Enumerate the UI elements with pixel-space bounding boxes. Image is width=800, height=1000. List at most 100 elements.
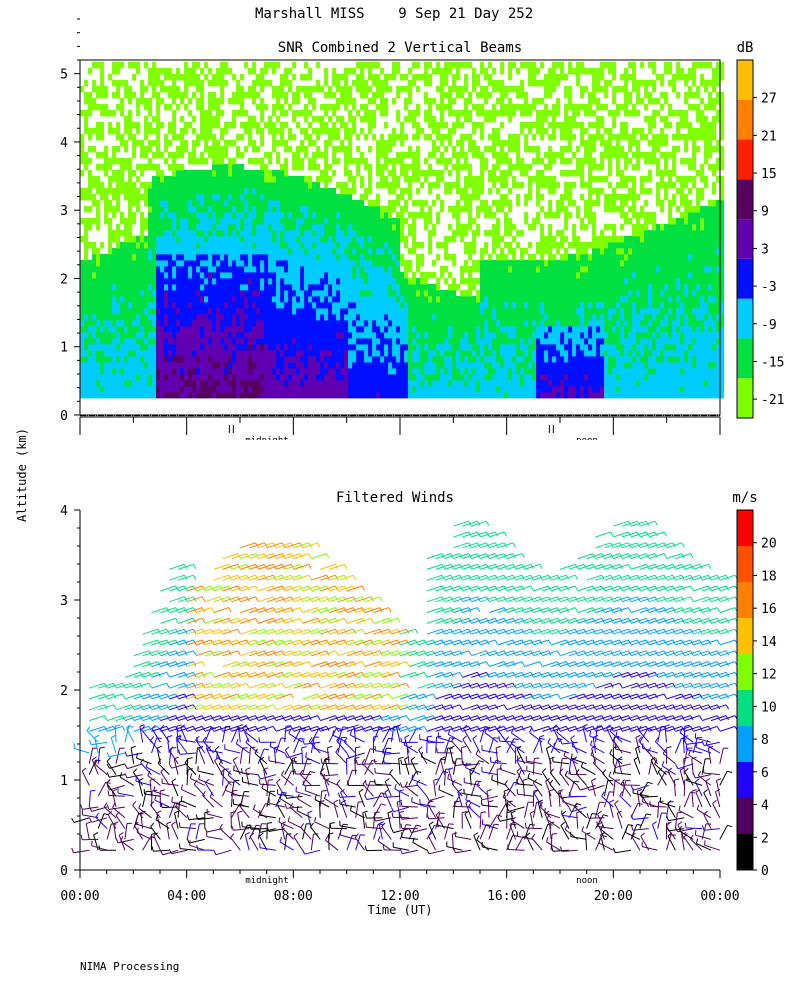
snr-cell bbox=[500, 121, 504, 129]
snr-cell bbox=[412, 79, 416, 87]
snr-cell bbox=[452, 307, 456, 315]
snr-cell bbox=[372, 133, 376, 141]
snr-cell bbox=[88, 313, 92, 321]
snr-cell bbox=[216, 67, 220, 75]
snr-cell bbox=[496, 289, 500, 297]
snr-cell bbox=[188, 217, 192, 225]
snr-cell bbox=[344, 187, 348, 195]
snr-cell bbox=[280, 277, 284, 285]
snr-cell bbox=[356, 301, 360, 309]
snr-cell bbox=[236, 133, 240, 141]
snr-cell bbox=[484, 289, 488, 297]
snr-cell bbox=[192, 337, 196, 345]
snr-cell bbox=[108, 343, 112, 351]
snr-cell bbox=[436, 217, 440, 225]
snr-cell bbox=[244, 253, 248, 261]
snr-cell bbox=[520, 343, 524, 351]
snr-cell bbox=[356, 235, 360, 243]
snr-cell bbox=[528, 223, 532, 231]
snr-cell bbox=[432, 307, 436, 315]
snr-cell bbox=[504, 103, 508, 111]
snr-cell bbox=[268, 367, 272, 375]
snr-cell bbox=[324, 373, 328, 381]
snr-cell bbox=[112, 361, 116, 369]
snr-cell bbox=[380, 289, 384, 297]
snr-cell bbox=[264, 337, 268, 345]
snr-cell bbox=[480, 109, 484, 117]
snr-cell bbox=[308, 247, 312, 255]
snr-cell bbox=[440, 265, 444, 273]
snr-cell bbox=[260, 319, 264, 327]
snr-cell bbox=[196, 193, 200, 201]
snr-cell bbox=[108, 301, 112, 309]
snr-cell bbox=[340, 121, 344, 129]
snr-cell bbox=[352, 343, 356, 351]
snr-cell bbox=[304, 91, 308, 99]
snr-cell bbox=[120, 301, 124, 309]
snr-cell bbox=[216, 217, 220, 225]
snr-cell bbox=[376, 145, 380, 153]
snr-cell bbox=[196, 283, 200, 291]
snr-cell bbox=[180, 97, 184, 105]
snr-cell bbox=[188, 301, 192, 309]
snr-cell bbox=[264, 289, 268, 297]
snr-cell bbox=[396, 301, 400, 309]
snr-cell bbox=[388, 217, 392, 225]
snr-cell bbox=[504, 223, 508, 231]
snr-cell bbox=[264, 199, 268, 207]
snr-cell bbox=[220, 295, 224, 303]
snr-cell bbox=[460, 229, 464, 237]
snr-cell bbox=[220, 61, 224, 69]
snr-cell bbox=[456, 385, 460, 393]
snr-cell bbox=[124, 229, 128, 237]
snr-cell bbox=[184, 253, 188, 261]
snr-cell bbox=[144, 85, 148, 93]
snr-cell bbox=[140, 337, 144, 345]
snr-cell bbox=[320, 361, 324, 369]
snr-cell bbox=[464, 199, 468, 207]
snr-cell bbox=[124, 367, 128, 375]
snr-cell bbox=[184, 241, 188, 249]
snr-cell bbox=[448, 67, 452, 75]
snr-cell bbox=[456, 85, 460, 93]
snr-cell bbox=[184, 139, 188, 147]
snr-cell bbox=[504, 289, 508, 297]
snr-cell bbox=[380, 331, 384, 339]
snr-cell bbox=[224, 391, 228, 399]
snr-cell bbox=[312, 211, 316, 219]
snr-cell bbox=[172, 97, 176, 105]
snr-cell bbox=[84, 349, 88, 357]
snr-cell bbox=[496, 151, 500, 159]
snr-cell bbox=[156, 193, 160, 201]
snr-cell bbox=[380, 277, 384, 285]
snr-cell bbox=[292, 385, 296, 393]
snr-cell bbox=[468, 295, 472, 303]
snr-cell bbox=[92, 373, 96, 381]
snr-cell bbox=[520, 337, 524, 345]
snr-cell bbox=[144, 193, 148, 201]
snr-cell bbox=[432, 97, 436, 105]
snr-cell bbox=[352, 229, 356, 237]
snr-cell bbox=[104, 211, 108, 219]
snr-cell bbox=[236, 373, 240, 381]
snr-cell bbox=[108, 283, 112, 291]
snr-cell bbox=[464, 385, 468, 393]
snr-cell bbox=[156, 163, 160, 171]
snr-cell bbox=[344, 313, 348, 321]
snr-cell bbox=[372, 301, 376, 309]
snr-cell bbox=[244, 181, 248, 189]
snr-cell bbox=[196, 343, 200, 351]
snr-cell bbox=[148, 301, 152, 309]
snr-cell bbox=[524, 61, 528, 69]
snr-cell bbox=[396, 337, 400, 345]
snr-cell bbox=[100, 241, 104, 249]
snr-cell bbox=[244, 61, 248, 69]
snr-cell bbox=[304, 103, 308, 111]
snr-cell bbox=[180, 367, 184, 375]
snr-cell bbox=[240, 295, 244, 303]
snr-cell bbox=[152, 229, 156, 237]
snr-cell bbox=[236, 211, 240, 219]
snr-cell bbox=[100, 355, 104, 363]
snr-cell bbox=[88, 67, 92, 75]
snr-cell bbox=[332, 235, 336, 243]
